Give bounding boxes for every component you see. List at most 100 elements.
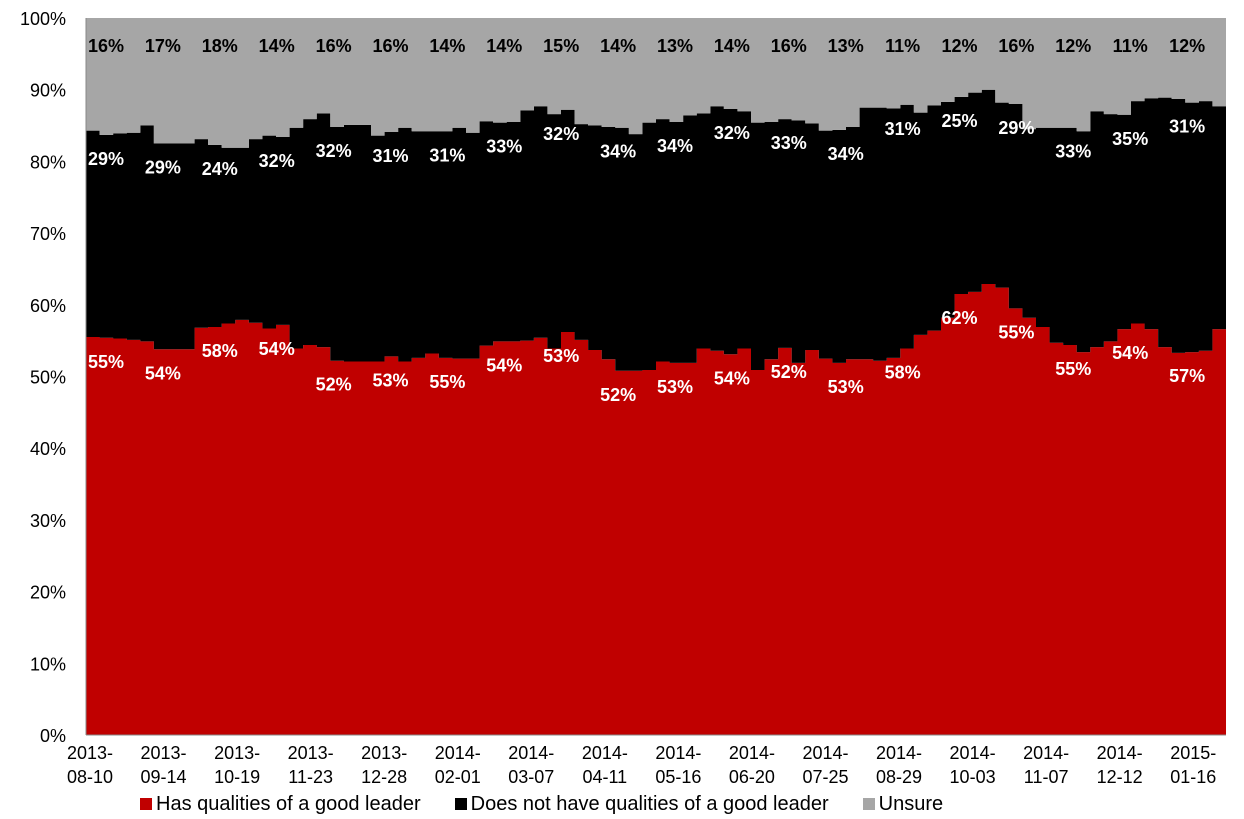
data-labels: 55% 54% 58% 54% 52% 53% 55% 54% 53% 52% 53% 54% 52% 5… [88, 36, 1205, 405]
data-label-has: 52% [600, 385, 636, 405]
y-tick-label: 60% [30, 296, 66, 316]
x-tick-label: 06-20 [729, 767, 775, 787]
data-label-unsure: 16% [88, 36, 124, 56]
y-tick-label: 80% [30, 152, 66, 172]
data-label-has: 55% [88, 352, 124, 372]
data-label-has: 62% [941, 308, 977, 328]
y-tick-label: 40% [30, 439, 66, 459]
data-label-has: 53% [828, 377, 864, 397]
data-label-not: 31% [1169, 117, 1205, 137]
data-label-not: 29% [998, 118, 1034, 138]
x-tick-label: 2014- [655, 743, 701, 763]
x-tick-label: 2014- [435, 743, 481, 763]
x-tick-label: 08-10 [67, 767, 113, 787]
data-label-unsure: 16% [316, 36, 352, 56]
x-tick-label: 12-12 [1097, 767, 1143, 787]
x-tick-label: 2014- [950, 743, 996, 763]
data-label-has: 53% [372, 370, 408, 390]
legend: Has qualities of a good leader Does not … [140, 792, 1200, 816]
area-unsure [86, 18, 1226, 148]
data-label-not: 29% [145, 157, 181, 177]
data-label-unsure: 14% [429, 36, 465, 56]
data-label-has: 54% [714, 368, 750, 388]
data-label-has: 55% [429, 372, 465, 392]
x-tick-label: 2014- [582, 743, 628, 763]
data-label-unsure: 18% [202, 36, 238, 56]
data-label-not: 32% [316, 141, 352, 161]
x-tick-label: 2015- [1170, 743, 1216, 763]
data-label-has: 53% [657, 377, 693, 397]
legend-swatch-has [140, 798, 152, 810]
data-label-unsure: 16% [998, 36, 1034, 56]
x-tick-label: 12-28 [361, 767, 407, 787]
x-tick-label: 03-07 [508, 767, 554, 787]
data-label-not: 32% [714, 123, 750, 143]
legend-item-unsure: Unsure [862, 792, 944, 816]
data-label-has: 55% [998, 322, 1034, 342]
legend-swatch-not [454, 798, 467, 810]
data-label-not: 31% [885, 119, 921, 139]
data-label-has: 54% [486, 355, 522, 375]
data-label-not: 33% [486, 137, 522, 157]
x-tick-label: 2014- [1023, 743, 1069, 763]
x-tick-label: 05-16 [655, 767, 701, 787]
data-label-unsure: 14% [486, 36, 522, 56]
data-label-not: 35% [1112, 129, 1148, 149]
data-label-not: 29% [88, 149, 124, 169]
legend-item-not: Does not have qualities of a good leader [454, 792, 829, 816]
data-label-unsure: 14% [600, 36, 636, 56]
y-tick-label: 10% [30, 654, 66, 674]
x-tick-label: 2014- [729, 743, 775, 763]
data-label-has: 58% [202, 341, 238, 361]
x-tick-label: 2014- [508, 743, 554, 763]
data-label-has: 58% [885, 363, 921, 383]
x-tick-label: 10-03 [950, 767, 996, 787]
x-tick-label: 02-01 [435, 767, 481, 787]
data-label-unsure: 12% [1055, 36, 1091, 56]
data-label-not: 33% [1055, 142, 1091, 162]
data-label-unsure: 11% [885, 36, 920, 56]
data-label-not: 31% [372, 146, 408, 166]
y-tick-label: 50% [30, 368, 66, 388]
data-label-unsure: 14% [714, 36, 750, 56]
y-tick-label: 70% [30, 224, 66, 244]
data-label-has: 54% [1112, 343, 1148, 363]
area-not-qualities [86, 89, 1226, 371]
data-label-not: 34% [828, 144, 864, 164]
data-label-not: 33% [771, 133, 807, 153]
data-label-unsure: 13% [828, 36, 864, 56]
data-label-not: 32% [543, 124, 579, 144]
data-label-unsure: 13% [657, 36, 693, 56]
legend-item-has: Has qualities of a good leader [140, 793, 421, 816]
data-label-has: 53% [543, 346, 579, 366]
x-tick-label: 11-23 [288, 767, 333, 787]
y-tick-label: 20% [30, 583, 66, 603]
data-label-unsure: 11% [1113, 36, 1148, 56]
x-tick-label: 2014- [876, 743, 922, 763]
data-label-not: 34% [657, 136, 693, 156]
data-label-not: 32% [259, 151, 295, 171]
y-tick-label: 30% [30, 511, 66, 531]
x-tick-label: 09-14 [141, 767, 187, 787]
legend-label-unsure: Unsure [878, 792, 944, 815]
legend-label-not: Does not have qualities of a good leader [470, 792, 829, 815]
data-label-unsure: 15% [543, 36, 579, 56]
legend-swatch-unsure [862, 798, 875, 810]
x-tick-label: 2013- [214, 743, 260, 763]
data-label-has: 52% [316, 375, 352, 395]
x-tick-label: 08-29 [876, 767, 922, 787]
x-tick-label: 07-25 [802, 767, 848, 787]
x-tick-label: 2013- [361, 743, 407, 763]
y-tick-label: 90% [30, 81, 66, 101]
chart-areas [86, 18, 1226, 735]
data-label-not: 25% [941, 111, 977, 131]
data-label-not: 34% [600, 142, 636, 162]
x-tick-label: 11-07 [1024, 767, 1069, 787]
x-tick-label: 10-19 [214, 767, 260, 787]
data-label-unsure: 12% [1169, 36, 1205, 56]
data-label-has: 54% [259, 339, 295, 359]
x-tick-label: 2014- [802, 743, 848, 763]
legend-label-has: Has qualities of a good leader [156, 792, 421, 815]
data-label-not: 31% [429, 145, 465, 165]
